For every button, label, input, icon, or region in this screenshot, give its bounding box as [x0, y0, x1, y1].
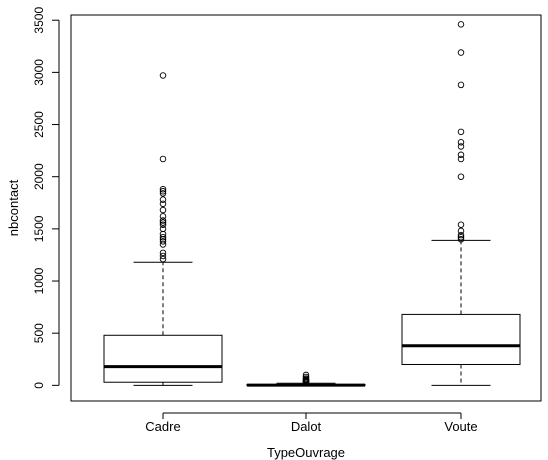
outlier-point [159, 249, 167, 257]
boxes-layer [103, 21, 521, 387]
outlier-point [457, 81, 465, 89]
outlier-point [159, 185, 167, 193]
outlier-point [302, 373, 310, 381]
outlier-point [457, 128, 465, 136]
outlier-point [159, 196, 167, 203]
outlier-point [159, 238, 167, 245]
outlier-point [159, 190, 167, 197]
outlier-point [159, 255, 167, 263]
outlier-point [457, 139, 465, 146]
outlier-point [159, 225, 167, 233]
outlier-point [457, 155, 465, 163]
outlier-point [457, 236, 465, 243]
box-cadre [103, 72, 223, 386]
y-axis-label: nbcontact [6, 179, 21, 236]
box-iqr [103, 334, 223, 383]
y-tick-label: 3000 [32, 59, 46, 86]
outlier-point [159, 213, 167, 220]
x-axis: Cadre Dalot Voute [145, 412, 478, 434]
y-tick-label: 3500 [32, 7, 46, 34]
outlier-point [457, 21, 465, 28]
y-tick-label: 1000 [32, 267, 46, 294]
x-tick-label: Dalot [291, 419, 322, 434]
outlier-point [159, 219, 167, 226]
x-axis-label: TypeOuvrage [267, 445, 345, 460]
box-dalot [246, 371, 366, 387]
outlier-point [159, 200, 167, 208]
y-tick-label: 1500 [32, 215, 46, 242]
box-voute [401, 21, 521, 386]
y-tick-label: 2000 [32, 163, 46, 190]
plot-frame [70, 14, 542, 402]
outlier-point [159, 221, 167, 228]
outlier-point [457, 221, 465, 228]
outlier-point [159, 252, 167, 260]
y-tick-label: 2500 [32, 111, 46, 138]
x-tick-label: Cadre [145, 419, 180, 434]
outlier-point [457, 173, 465, 180]
outlier-point [457, 151, 465, 159]
outlier-point [159, 217, 167, 224]
x-tick-label: Voute [444, 419, 477, 434]
y-tick-label: 500 [32, 323, 46, 343]
outlier-point [457, 143, 465, 150]
y-axis: 0 500 1000 1500 2000 2500 3000 3500 [32, 7, 60, 389]
outlier-point [302, 371, 310, 379]
outlier-point [159, 155, 167, 163]
outlier-point [457, 233, 465, 241]
outlier-point [457, 227, 465, 235]
y-tick-label: 0 [32, 382, 46, 389]
outlier-point [159, 206, 167, 214]
outlier-point [159, 188, 167, 195]
outlier-point [457, 49, 465, 56]
outlier-point [457, 231, 465, 239]
outlier-point [159, 233, 167, 241]
outlier-point [159, 72, 167, 79]
box-iqr [401, 313, 521, 365]
